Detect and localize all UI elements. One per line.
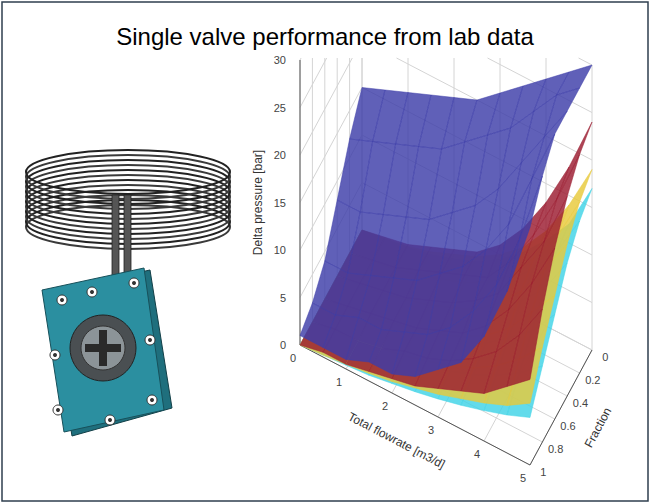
svg-text:0: 0 xyxy=(280,339,286,351)
svg-text:5: 5 xyxy=(520,472,526,484)
svg-text:1: 1 xyxy=(336,376,342,388)
svg-text:0.6: 0.6 xyxy=(560,420,575,432)
svg-text:4: 4 xyxy=(474,448,480,460)
svg-text:Delta pressure [bar]: Delta pressure [bar] xyxy=(251,150,265,255)
svg-text:0.4: 0.4 xyxy=(573,397,588,409)
svg-text:0.2: 0.2 xyxy=(585,374,600,386)
svg-text:30: 30 xyxy=(274,54,286,66)
svg-text:25: 25 xyxy=(274,102,286,114)
svg-text:0: 0 xyxy=(290,352,296,364)
svg-text:20: 20 xyxy=(274,149,286,161)
svg-text:5: 5 xyxy=(280,292,286,304)
svg-text:0.8: 0.8 xyxy=(548,443,563,455)
svg-text:Total flowrate [m3/d]: Total flowrate [m3/d] xyxy=(346,409,448,471)
svg-text:15: 15 xyxy=(274,197,286,209)
svg-text:2: 2 xyxy=(382,400,388,412)
svg-text:Fraction: Fraction xyxy=(582,405,615,450)
svg-text:1: 1 xyxy=(540,466,546,478)
svg-text:10: 10 xyxy=(274,244,286,256)
svg-text:0: 0 xyxy=(602,351,608,363)
svg-text:Single valve performance from: Single valve performance from lab data xyxy=(116,23,534,50)
svg-text:3: 3 xyxy=(428,424,434,436)
